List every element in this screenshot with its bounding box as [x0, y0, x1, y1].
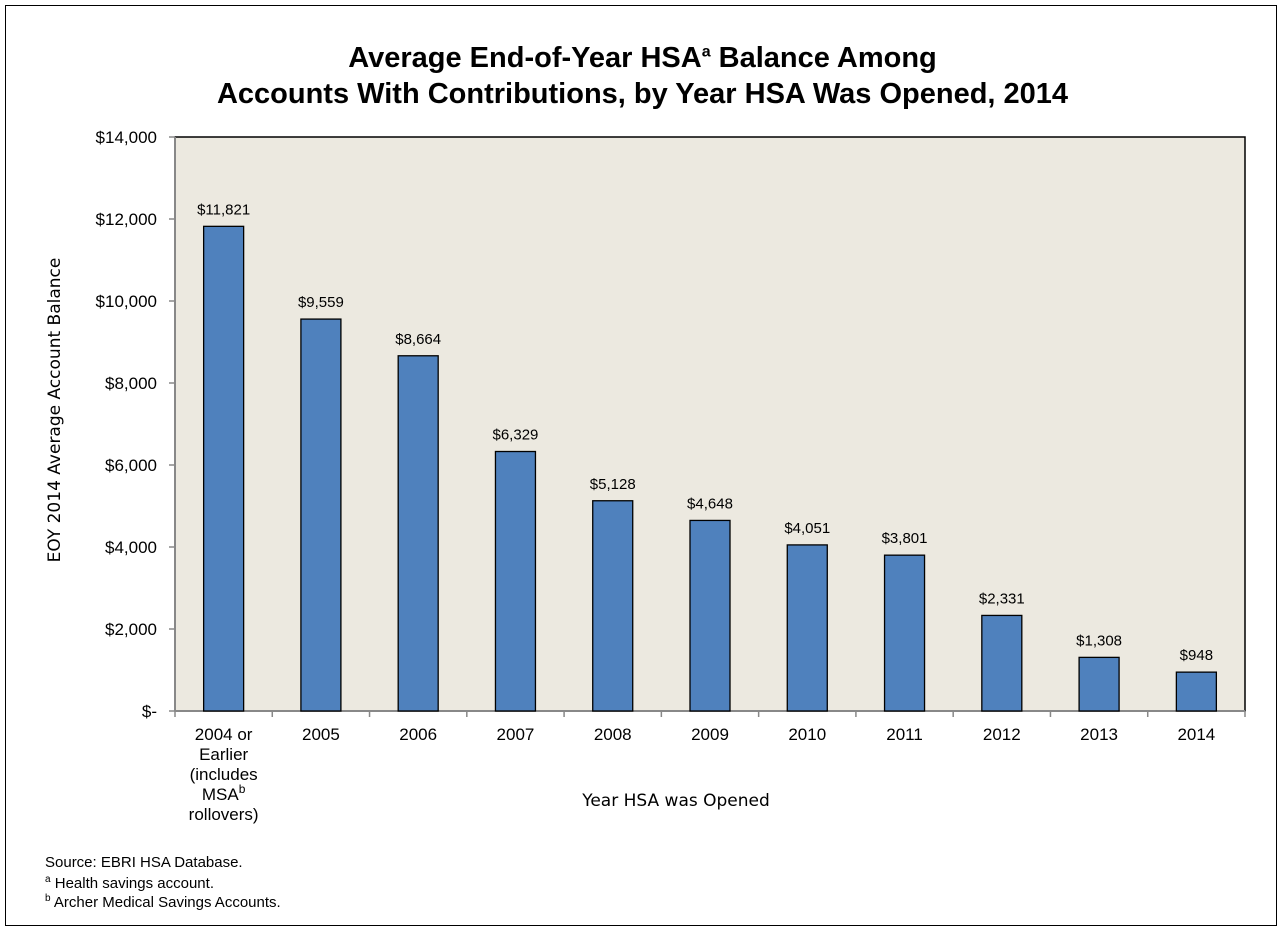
data-label: $9,559	[298, 294, 344, 311]
y-tick-label: $14,000	[96, 128, 157, 147]
footnote-b-mark: b	[45, 893, 51, 904]
bar	[1175, 671, 1218, 712]
x-tick-label: 2005	[302, 725, 340, 744]
bar	[981, 614, 1023, 712]
y-tick-label: $6,000	[105, 456, 157, 475]
y-tick-label: $4,000	[105, 538, 157, 557]
footnote-a: a Health savings account.	[45, 874, 214, 892]
x-axis-title: Year HSA was Opened	[581, 791, 770, 811]
x-tick-label: 2009	[691, 725, 729, 744]
y-axis-title: EOY 2014 Average Account Balance	[45, 258, 65, 563]
x-tick-label: (includes	[190, 765, 258, 784]
x-tick-label: 2006	[399, 725, 437, 744]
x-tick-label: 2007	[497, 725, 535, 744]
data-label: $6,329	[493, 427, 539, 444]
chart-title-line2: Accounts With Contributions, by Year HSA…	[216, 78, 1069, 110]
data-label: $11,821	[197, 201, 250, 218]
footnote-b-text: Archer Medical Savings Accounts.	[50, 894, 281, 911]
data-label: $948	[1180, 647, 1213, 664]
data-label: $5,128	[590, 476, 636, 493]
x-tick-label: 2008	[594, 725, 632, 744]
x-tick-label: 2014	[1177, 725, 1215, 744]
bar	[494, 450, 537, 712]
x-tick-label: 2012	[983, 725, 1021, 744]
x-tick-label: Earlier	[199, 745, 248, 764]
x-tick-label: 2013	[1080, 725, 1118, 744]
y-tick-label: $10,000	[96, 292, 157, 311]
y-tick-label: $12,000	[96, 210, 157, 229]
title-text: Average End-of-Year HSA	[348, 42, 702, 74]
footnote-a-text: Health savings account.	[50, 875, 214, 892]
chart-title-line1: Average End-of-Year HSAa Balance Among	[0, 42, 1285, 75]
x-tick-label: 2011	[886, 725, 923, 744]
y-tick-label: $8,000	[105, 374, 157, 393]
bar	[397, 355, 439, 712]
chart-border	[5, 5, 1277, 926]
source-note: Source: EBRI HSA Database.	[45, 854, 243, 871]
bar	[1078, 656, 1120, 712]
footnote-a-mark: a	[45, 874, 51, 885]
data-label: $4,051	[784, 520, 830, 537]
bar	[689, 519, 731, 712]
bar	[883, 554, 926, 712]
x-tick-label: 2004 or	[195, 725, 253, 744]
x-tick-label: 2010	[788, 725, 826, 744]
data-label: $1,308	[1076, 632, 1122, 649]
y-tick-label: $-	[142, 702, 157, 721]
data-label: $2,331	[979, 590, 1025, 607]
bar	[592, 500, 634, 712]
title-text-cont: Balance Among	[710, 42, 937, 74]
bar	[300, 318, 342, 712]
x-tick-label: rollovers)	[189, 805, 259, 824]
data-label: $8,664	[395, 331, 441, 348]
data-label: $3,801	[882, 530, 928, 547]
title-footnote-mark: a	[701, 43, 711, 61]
x-tick-label: MSAb	[202, 782, 246, 804]
bar	[786, 544, 828, 712]
footnote-b: b Archer Medical Savings Accounts.	[45, 893, 281, 911]
bar	[202, 225, 245, 712]
data-label: $4,648	[687, 495, 733, 512]
y-tick-label: $2,000	[105, 620, 157, 639]
